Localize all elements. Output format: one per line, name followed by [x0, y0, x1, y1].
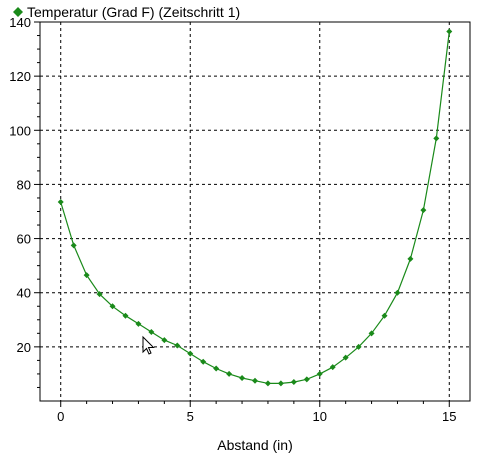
- data-point: [239, 374, 246, 381]
- data-point: [342, 354, 349, 361]
- x-axis-title: Abstand (in): [217, 437, 292, 453]
- x-tick-label: 10: [313, 409, 327, 424]
- data-point: [161, 337, 168, 344]
- series-line: [60, 31, 450, 384]
- y-tick-label: 40: [17, 286, 31, 301]
- data-point: [57, 199, 64, 206]
- data-point: [122, 312, 129, 319]
- data-point: [187, 350, 194, 357]
- data-point: [303, 376, 310, 383]
- y-tick-label: 140: [9, 15, 31, 30]
- data-point: [355, 343, 362, 350]
- data-point: [135, 320, 142, 327]
- legend-marker-icon: [13, 7, 23, 17]
- data-point: [407, 255, 414, 262]
- y-tick-label: 60: [17, 232, 31, 247]
- y-tick-label: 120: [9, 69, 31, 84]
- grid: [40, 21, 470, 401]
- data-point: [226, 370, 233, 377]
- data-point: [148, 328, 155, 335]
- data-point: [381, 312, 388, 319]
- y-tick-label: 80: [17, 177, 31, 192]
- data-point: [96, 291, 103, 298]
- plot-area: [39, 21, 471, 402]
- mouse-cursor-icon: [142, 335, 155, 355]
- data-point: [368, 330, 375, 337]
- data-point: [433, 135, 440, 142]
- y-tick-label: 100: [9, 123, 31, 138]
- data-point: [329, 364, 336, 371]
- data-point: [290, 379, 297, 386]
- legend-label: Temperatur (Grad F) (Zeitschritt 1): [27, 4, 241, 20]
- data-point: [109, 303, 116, 310]
- axes: 0 5 10 15 20 40 60 80 100 120 140: [9, 15, 456, 424]
- data-point: [252, 377, 258, 384]
- data-point: [446, 28, 453, 35]
- data-point: [277, 380, 284, 387]
- data-point: [174, 342, 181, 349]
- x-tick-label: 5: [187, 409, 194, 424]
- y-tick-label: 20: [17, 340, 31, 355]
- data-point: [394, 289, 401, 296]
- x-tick-label: 15: [442, 409, 456, 424]
- data-point: [420, 207, 427, 214]
- data-point: [200, 358, 207, 365]
- x-tick-label: 0: [57, 409, 64, 424]
- data-point: [70, 242, 77, 249]
- data-point: [316, 370, 323, 377]
- data-point: [83, 272, 90, 279]
- data-point: [213, 365, 220, 372]
- legend: Temperatur (Grad F) (Zeitschritt 1): [13, 4, 240, 20]
- data-point: [264, 380, 271, 387]
- series: [57, 28, 453, 387]
